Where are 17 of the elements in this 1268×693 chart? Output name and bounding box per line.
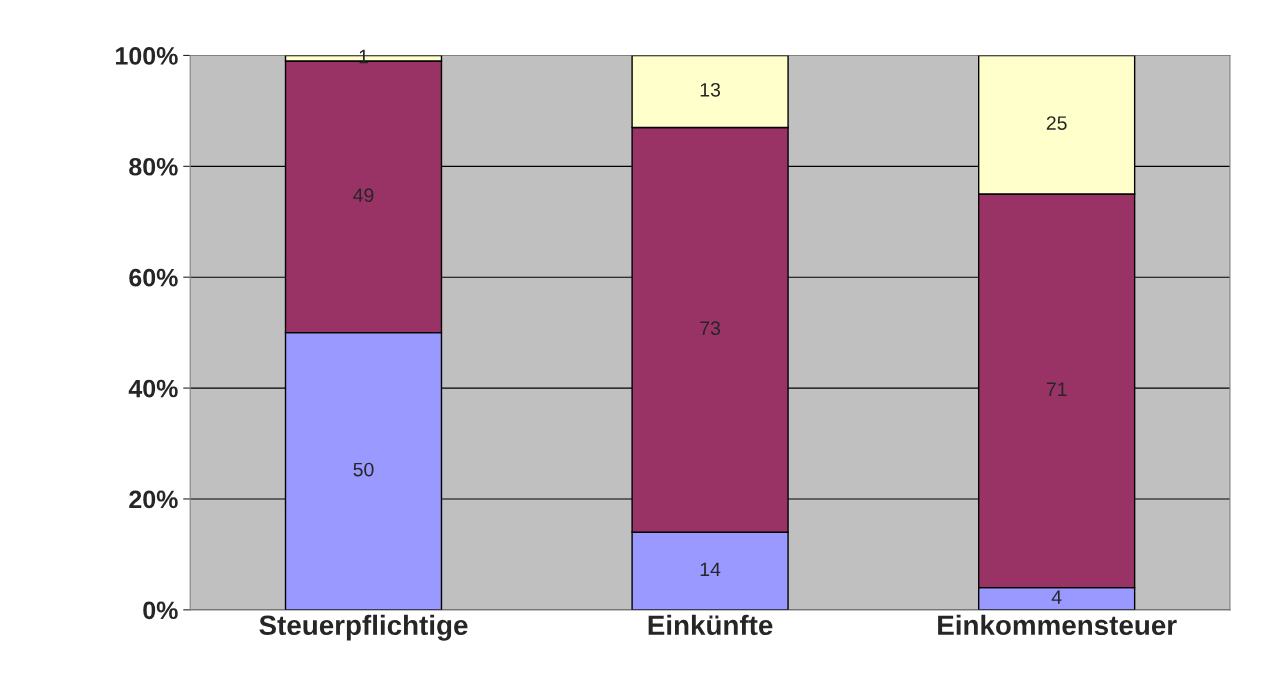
data-label: 50 [353,462,374,477]
x-tick-label: Einkommensteuer [938,614,1177,636]
data-label: 25 [1046,116,1067,130]
data-label: 49 [353,188,374,203]
data-label: 14 [700,562,721,577]
data-label: 71 [1046,382,1067,396]
data-label: 73 [700,321,721,336]
y-tick-label: 0% [143,601,178,620]
y-tick-label: 100% [116,47,178,65]
y-tick-label: 60% [129,268,178,287]
data-label: 13 [700,82,721,97]
y-tick-label: 80% [129,157,178,176]
y-tick-label: 40% [128,379,178,398]
x-tick-label: Steuerpflichtige [259,614,468,641]
y-tick-label: 20% [129,490,178,509]
data-label: 4 [1051,590,1062,604]
x-tick-label: Einkünfte [648,614,773,636]
